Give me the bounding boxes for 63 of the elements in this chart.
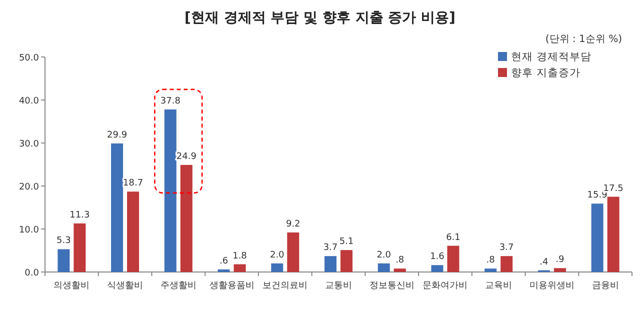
x-tick-label: 교통비 [325,281,352,291]
bar [218,269,230,272]
bar [500,256,513,272]
bar [554,268,566,272]
text: (단위 : 1순위 %) [545,34,622,45]
data-label: 24.9 [176,152,197,162]
x-tick-label: 금융비 [592,281,619,291]
bar [607,196,620,272]
data-label: 11.3 [70,210,90,220]
bar [74,223,86,272]
x-tick-label: 의생활비 [54,281,90,291]
y-tick-label: 0.0 [24,268,40,278]
chart-title: [현재 경제적 부담 및 향후 지출 증가 비용] [184,10,456,26]
data-label: 17.5 [603,184,624,194]
bar [234,264,246,272]
x-tick-label: 문화여가비 [422,281,468,291]
x-tick-label: 정보통신비 [369,281,414,291]
data-label: 6.1 [446,232,460,243]
x-tick-label: 생활용품비 [209,281,254,291]
data-label: 18.7 [123,178,144,189]
data-label: 3.7 [499,243,514,254]
bar [164,109,176,272]
x-tick-label: 교육비 [485,281,512,291]
y-tick-label: 10.0 [18,226,40,236]
bar [484,268,497,272]
y-tick-label: 30.0 [18,140,40,150]
bar [340,250,352,272]
data-label: .8 [396,256,404,266]
bar [287,232,300,272]
legend-label: 현재 경제적부담 [511,51,592,63]
bar [431,265,444,272]
data-label: 5.3 [56,236,71,246]
data-label: .9 [556,255,565,266]
bar [591,204,604,272]
bar [378,263,390,272]
data-label: 1.8 [232,251,248,262]
data-label: 5.1 [339,237,354,248]
data-label: 9.2 [286,219,300,230]
data-label: .6 [219,256,228,266]
bar [324,256,336,272]
bar [180,164,192,272]
data-label: .4 [540,257,549,268]
y-tick-label: 40.0 [18,96,40,106]
bar [127,192,140,272]
bar [111,143,124,272]
y-tick-label: 50.0 [18,54,40,64]
data-label: 2.0 [270,250,285,260]
bar [58,249,70,272]
x-tick-label: 주생활비 [160,281,196,291]
data-label: .8 [486,256,496,266]
x-tick-label: 식생활비 [107,281,144,291]
x-tick-label: 보건의료비 [262,281,308,291]
data-label: 37.8 [160,96,181,106]
legend-label: 향후 지출증가 [511,67,580,79]
y-tick-label: 20.0 [18,182,40,192]
data-label: 1.6 [430,252,445,262]
data-label: 29.9 [107,130,128,140]
bar [447,246,460,272]
data-label: 2.0 [376,250,392,260]
bar [394,268,406,272]
data-label: 3.7 [323,243,338,254]
x-tick-label: 미용위생비 [529,281,574,291]
bar [271,263,284,272]
